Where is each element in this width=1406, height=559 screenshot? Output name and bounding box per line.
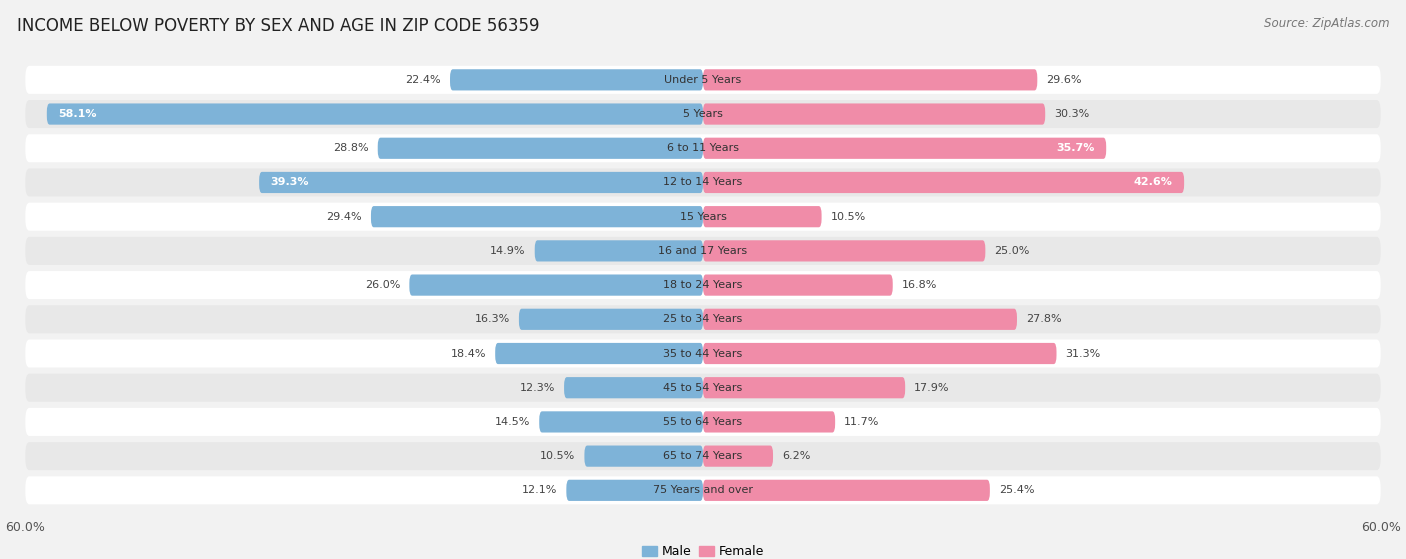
FancyBboxPatch shape [703, 274, 893, 296]
Text: 27.8%: 27.8% [1026, 314, 1062, 324]
Legend: Male, Female: Male, Female [637, 540, 769, 559]
FancyBboxPatch shape [25, 66, 1381, 94]
Text: 15 Years: 15 Years [679, 212, 727, 222]
Text: 55 to 64 Years: 55 to 64 Years [664, 417, 742, 427]
Text: 11.7%: 11.7% [844, 417, 880, 427]
Text: 6.2%: 6.2% [782, 451, 810, 461]
Text: 16.3%: 16.3% [475, 314, 510, 324]
FancyBboxPatch shape [25, 305, 1381, 333]
Text: 42.6%: 42.6% [1135, 177, 1173, 187]
Text: INCOME BELOW POVERTY BY SEX AND AGE IN ZIP CODE 56359: INCOME BELOW POVERTY BY SEX AND AGE IN Z… [17, 17, 540, 35]
FancyBboxPatch shape [259, 172, 703, 193]
FancyBboxPatch shape [25, 271, 1381, 299]
Text: 30.3%: 30.3% [1054, 109, 1090, 119]
Text: Under 5 Years: Under 5 Years [665, 75, 741, 85]
FancyBboxPatch shape [703, 377, 905, 399]
Text: 29.4%: 29.4% [326, 212, 361, 222]
FancyBboxPatch shape [25, 100, 1381, 128]
FancyBboxPatch shape [371, 206, 703, 228]
FancyBboxPatch shape [25, 339, 1381, 367]
Text: 18.4%: 18.4% [451, 348, 486, 358]
FancyBboxPatch shape [540, 411, 703, 433]
FancyBboxPatch shape [703, 138, 1107, 159]
Text: 35 to 44 Years: 35 to 44 Years [664, 348, 742, 358]
Text: 12 to 14 Years: 12 to 14 Years [664, 177, 742, 187]
FancyBboxPatch shape [703, 411, 835, 433]
FancyBboxPatch shape [703, 103, 1045, 125]
FancyBboxPatch shape [450, 69, 703, 91]
Text: 31.3%: 31.3% [1066, 348, 1101, 358]
FancyBboxPatch shape [25, 237, 1381, 265]
FancyBboxPatch shape [25, 442, 1381, 470]
Text: 28.8%: 28.8% [333, 143, 368, 153]
FancyBboxPatch shape [25, 373, 1381, 402]
Text: 35.7%: 35.7% [1056, 143, 1095, 153]
Text: 45 to 54 Years: 45 to 54 Years [664, 383, 742, 393]
Text: 25.4%: 25.4% [998, 485, 1035, 495]
FancyBboxPatch shape [25, 476, 1381, 504]
Text: 5 Years: 5 Years [683, 109, 723, 119]
Text: 14.5%: 14.5% [495, 417, 530, 427]
FancyBboxPatch shape [564, 377, 703, 399]
FancyBboxPatch shape [703, 172, 1184, 193]
Text: 12.3%: 12.3% [520, 383, 555, 393]
Text: 39.3%: 39.3% [270, 177, 309, 187]
Text: 22.4%: 22.4% [405, 75, 441, 85]
Text: 26.0%: 26.0% [366, 280, 401, 290]
FancyBboxPatch shape [703, 69, 1038, 91]
FancyBboxPatch shape [703, 446, 773, 467]
FancyBboxPatch shape [703, 240, 986, 262]
Text: 17.9%: 17.9% [914, 383, 949, 393]
Text: 10.5%: 10.5% [831, 212, 866, 222]
Text: 65 to 74 Years: 65 to 74 Years [664, 451, 742, 461]
Text: 6 to 11 Years: 6 to 11 Years [666, 143, 740, 153]
FancyBboxPatch shape [25, 168, 1381, 197]
Text: 16 and 17 Years: 16 and 17 Years [658, 246, 748, 256]
FancyBboxPatch shape [519, 309, 703, 330]
FancyBboxPatch shape [585, 446, 703, 467]
FancyBboxPatch shape [703, 309, 1017, 330]
Text: 18 to 24 Years: 18 to 24 Years [664, 280, 742, 290]
FancyBboxPatch shape [46, 103, 703, 125]
Text: 10.5%: 10.5% [540, 451, 575, 461]
FancyBboxPatch shape [378, 138, 703, 159]
Text: 14.9%: 14.9% [491, 246, 526, 256]
Text: 58.1%: 58.1% [58, 109, 97, 119]
Text: 25 to 34 Years: 25 to 34 Years [664, 314, 742, 324]
FancyBboxPatch shape [409, 274, 703, 296]
FancyBboxPatch shape [703, 343, 1056, 364]
FancyBboxPatch shape [25, 408, 1381, 436]
Text: 25.0%: 25.0% [994, 246, 1029, 256]
Text: 12.1%: 12.1% [522, 485, 557, 495]
Text: 75 Years and over: 75 Years and over [652, 485, 754, 495]
FancyBboxPatch shape [25, 203, 1381, 231]
FancyBboxPatch shape [534, 240, 703, 262]
Text: 16.8%: 16.8% [901, 280, 938, 290]
FancyBboxPatch shape [703, 206, 821, 228]
FancyBboxPatch shape [567, 480, 703, 501]
Text: Source: ZipAtlas.com: Source: ZipAtlas.com [1264, 17, 1389, 30]
FancyBboxPatch shape [703, 480, 990, 501]
Text: 29.6%: 29.6% [1046, 75, 1081, 85]
FancyBboxPatch shape [25, 134, 1381, 162]
FancyBboxPatch shape [495, 343, 703, 364]
